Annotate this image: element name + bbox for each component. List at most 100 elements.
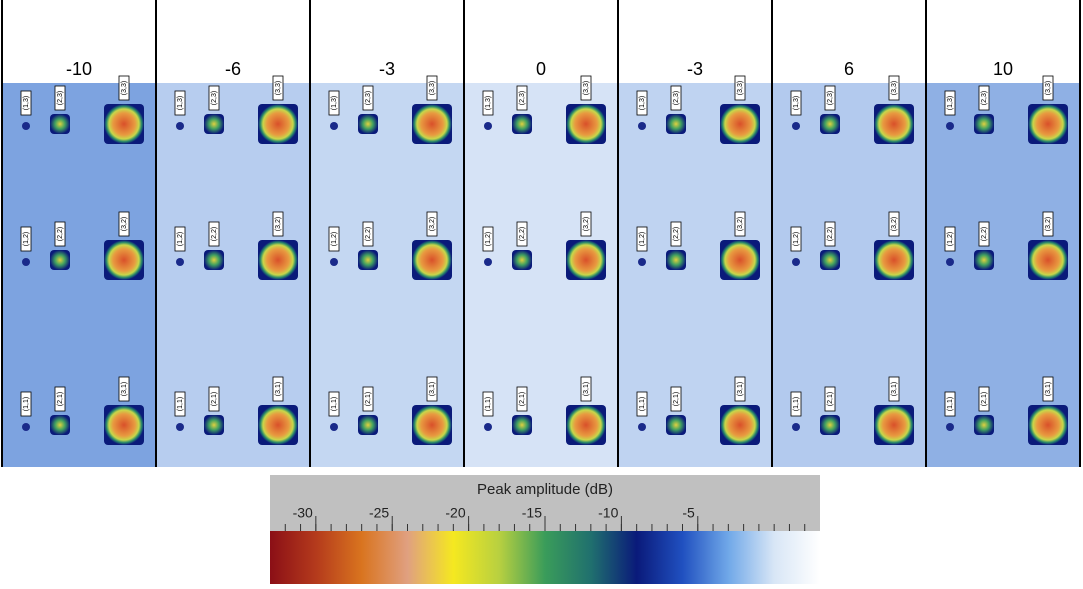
defect-label-box [362,386,374,412]
defect-label-box [426,376,438,402]
defect [176,258,184,266]
defect [1028,104,1068,144]
defect-label: (1,1) [331,397,338,411]
defect-label: (2,1) [673,392,680,406]
tick-label: -30 [293,505,313,521]
defect-label: (3,2) [429,217,436,231]
defect-label: (2,1) [211,392,218,406]
defect-label-box [734,376,746,402]
defect-label: (3,1) [1045,382,1052,396]
defect-label: (1,1) [177,397,184,411]
defect [484,122,492,130]
defect-label: (1,3) [23,96,30,110]
defect-label-box [208,386,220,412]
defect-label: (1,1) [947,397,954,411]
defect-label-box [516,221,528,247]
defect [50,114,70,134]
defect-label-box [272,211,284,237]
defect-label: (1,3) [793,96,800,110]
defect-label-box [888,75,900,101]
defect [638,122,646,130]
defect-label-box [824,85,836,111]
defect [946,258,954,266]
defect-label: (2,3) [673,91,680,105]
panel-title: 0 [536,59,546,79]
defect-label: (1,3) [639,96,646,110]
defect-label-box [272,376,284,402]
defect-label: (2,3) [365,91,372,105]
defect-label: (3,1) [429,382,436,396]
defect-label-box [328,90,340,116]
defect-label-box [978,221,990,247]
defect-label-box [580,75,592,101]
defect-label: (3,3) [583,81,590,95]
defect [720,104,760,144]
defect-label: (2,2) [365,227,372,241]
defect-label-box [734,75,746,101]
defect-label: (1,1) [639,397,646,411]
panel-title: -3 [379,59,395,79]
defect-label-box [978,85,990,111]
defect-label-box [174,226,186,252]
defect-label: (3,1) [737,382,744,396]
defect-label: (1,1) [23,397,30,411]
defect-label: (3,1) [891,382,898,396]
defect [974,415,994,435]
defect-label-box [20,391,32,417]
defect-label-box [580,376,592,402]
defect [484,423,492,431]
defect-label: (3,3) [891,81,898,95]
defect [666,415,686,435]
defect [820,415,840,435]
defect-label-box [888,376,900,402]
defect-label: (2,3) [57,91,64,105]
defect-label-box [790,226,802,252]
panel-title: -3 [687,59,703,79]
defect-label: (3,2) [1045,217,1052,231]
defect [792,258,800,266]
defect [820,250,840,270]
defect [666,250,686,270]
defect-label-box [1042,376,1054,402]
defect-label: (2,3) [827,91,834,105]
defect-label: (3,2) [275,217,282,231]
defect [330,258,338,266]
defect-label-box [670,386,682,412]
defect-label-box [978,386,990,412]
defect-label-box [208,85,220,111]
defect-label: (1,2) [331,232,338,246]
defect-label: (3,3) [275,81,282,95]
defect-label-box [426,75,438,101]
defect [484,258,492,266]
defect [50,250,70,270]
defect-label: (1,2) [947,232,954,246]
tick-label: -5 [682,505,695,521]
defect [666,114,686,134]
defect-label: (1,3) [947,96,954,110]
defect-label: (2,1) [827,392,834,406]
defect-label: (2,2) [57,227,64,241]
defect-label: (1,3) [331,96,338,110]
defect-label-box [328,226,340,252]
defect [512,415,532,435]
panel-title: 6 [844,59,854,79]
defect-label-box [944,90,956,116]
defect-label: (1,1) [793,397,800,411]
defect [974,114,994,134]
defect [176,122,184,130]
defect [512,250,532,270]
defect [258,240,298,280]
defect [358,114,378,134]
defect-label-box [734,211,746,237]
defect-label-box [482,391,494,417]
defect [720,405,760,445]
defect-label-box [54,221,66,247]
defect-label-box [580,211,592,237]
defect [258,405,298,445]
defect [566,240,606,280]
defect-label: (1,2) [23,232,30,246]
defect-label-box [888,211,900,237]
defect-label-box [670,221,682,247]
defect-label: (2,1) [365,392,372,406]
defect [358,250,378,270]
